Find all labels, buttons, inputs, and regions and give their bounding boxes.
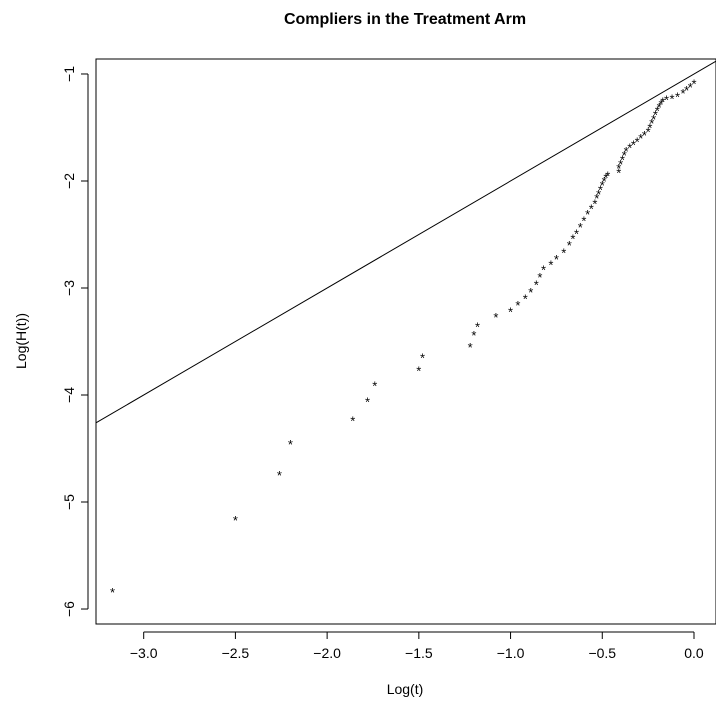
y-tick-label: −4 [61, 387, 77, 403]
data-point: * [581, 214, 586, 229]
points-layer: ************* * * * * *** * * * *************** **… [110, 77, 697, 600]
data-point: * [642, 128, 647, 143]
data-point: * [277, 468, 282, 483]
data-point: * [541, 263, 546, 278]
x-tick-label: −2.5 [222, 645, 250, 661]
data-point: * [554, 252, 559, 267]
data-point: * [585, 207, 590, 222]
data-point: * [570, 232, 575, 247]
x-tick-label: 0.0 [684, 645, 704, 661]
data-point: * [684, 83, 689, 98]
data-point: * [638, 131, 643, 146]
data-point: * [602, 174, 607, 189]
data-point: * [288, 437, 293, 452]
y-axis-label: Log(H(t)) [13, 313, 29, 369]
x-tick-label: −1.0 [497, 645, 525, 661]
data-point: * [603, 171, 608, 186]
y-tick-label: −2 [61, 173, 77, 189]
data-point: * [616, 165, 621, 180]
x-axis-label: Log(t) [387, 681, 424, 697]
data-point: * [616, 161, 621, 176]
data-point: * [528, 285, 533, 300]
data-point: * [471, 328, 476, 343]
data-point: * [635, 134, 640, 149]
plot-frame [95, 58, 716, 625]
data-point: * [600, 178, 605, 193]
data-point: * [646, 125, 651, 140]
chart-title: Compliers in the Treatment Arm [284, 11, 526, 28]
x-tick-label: −0.5 [588, 645, 616, 661]
data-point: * [624, 144, 629, 159]
data-point: * [233, 513, 238, 528]
data-point: * [649, 116, 654, 131]
y-tick-label: −3 [61, 280, 77, 296]
data-point: * [627, 141, 632, 156]
data-point: * [350, 414, 355, 429]
data-point: * [548, 257, 553, 272]
y-tick-label: −6 [61, 601, 77, 617]
x-axis: −3.0 −2.5 −2.0 −1.5 −1.0 −0.5 0.0 [130, 631, 704, 661]
data-point: * [675, 89, 680, 104]
y-axis: −6 −5 −4 −3 −2 −1 [61, 66, 89, 617]
data-point: * [594, 191, 599, 206]
data-point: * [493, 310, 498, 325]
data-point: * [664, 93, 669, 108]
data-point: * [592, 196, 597, 211]
data-point: * [475, 319, 480, 334]
data-point: * [620, 153, 625, 168]
data-point: * [537, 270, 542, 285]
data-point: * [416, 363, 421, 378]
data-point: * [622, 148, 627, 163]
data-point: * [110, 585, 115, 600]
data-point: * [658, 97, 663, 112]
x-tick-label: −3.0 [130, 645, 158, 661]
data-point: * [651, 112, 656, 127]
data-point: * [578, 220, 583, 235]
data-point: * [647, 120, 652, 135]
x-tick-label: −2.0 [313, 645, 341, 661]
data-point: * [589, 202, 594, 217]
data-point: * [523, 292, 528, 307]
data-point: * [631, 138, 636, 153]
data-point: * [365, 394, 370, 409]
data-point: * [596, 187, 601, 202]
data-point: * [669, 92, 674, 107]
data-point: * [691, 77, 696, 92]
x-tick-label: −1.5 [405, 645, 433, 661]
y-tick-label: −1 [61, 66, 77, 82]
data-point: * [515, 298, 520, 313]
data-point: * [653, 108, 658, 123]
data-point: * [598, 182, 603, 197]
data-point: * [688, 80, 693, 95]
data-point: * [508, 304, 513, 319]
reference-line-layer [95, 60, 716, 424]
data-point: * [561, 246, 566, 261]
y-tick-label: −5 [61, 494, 77, 510]
data-point: * [618, 157, 623, 172]
data-point: * [660, 95, 665, 110]
data-point: * [680, 86, 685, 101]
data-point: * [605, 169, 610, 184]
reference-line [95, 60, 716, 424]
data-point: * [372, 378, 377, 393]
data-point: * [655, 103, 660, 118]
data-point: * [567, 238, 572, 253]
data-point: * [574, 226, 579, 241]
data-point: * [657, 100, 662, 115]
data-point: * [468, 340, 473, 355]
data-point: * [534, 278, 539, 293]
data-point: * [420, 350, 425, 365]
